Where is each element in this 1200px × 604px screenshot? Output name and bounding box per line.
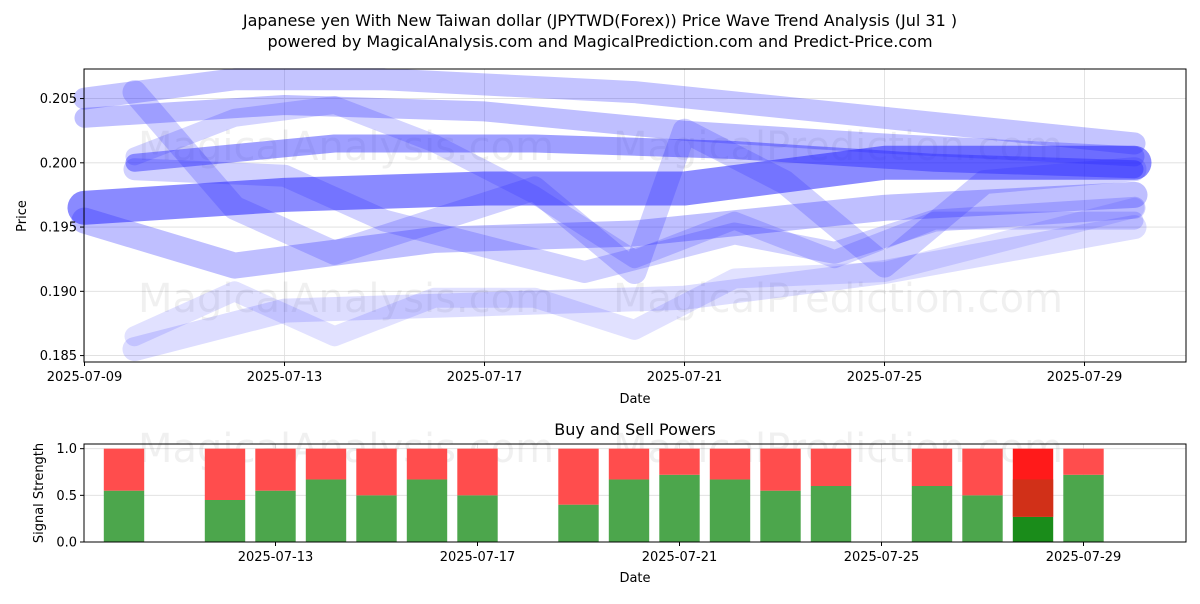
price-chart: MagicalAnalysis.com MagicalPrediction.co…	[15, 68, 1187, 407]
price-x-tick-label: 2025-07-13	[247, 370, 323, 385]
sell-bar	[659, 448, 700, 475]
chart-title: Japanese yen With New Taiwan dollar (JPY…	[242, 11, 957, 30]
chart-subtitle: powered by MagicalAnalysis.com and Magic…	[267, 32, 932, 51]
price-x-tick-label: 2025-07-25	[847, 370, 923, 385]
buy-bar	[608, 479, 650, 542]
power-x-axis-label: Date	[619, 571, 650, 586]
watermark-analysis: MagicalAnalysis.com	[138, 124, 554, 170]
price-y-tick-label: 0.190	[40, 285, 77, 300]
price-x-tick-label: 2025-07-09	[47, 370, 123, 385]
sell-bar	[406, 448, 448, 480]
price-wave-line	[125, 96, 1144, 269]
sell-bar	[911, 448, 953, 486]
sell-bar	[305, 448, 347, 480]
power-x-tick-label: 2025-07-29	[1046, 550, 1122, 565]
buy-bar	[962, 495, 1003, 542]
price-y-tick-label: 0.185	[40, 349, 77, 364]
price-x-tick-label: 2025-07-17	[447, 370, 523, 385]
power-x-tick-label: 2025-07-25	[844, 550, 920, 565]
power-y-ticks: 0.0 0.5 1.0	[56, 442, 84, 551]
price-wave-line	[122, 215, 1147, 362]
price-wave-line	[125, 134, 1144, 179]
sell-bar	[962, 448, 1003, 496]
price-wave-line	[122, 80, 1147, 284]
sell-bar	[103, 448, 145, 491]
buy-bar	[204, 500, 246, 542]
buy-bar	[305, 479, 347, 542]
power-x-ticks: 2025-07-13 2025-07-17 2025-07-21 2025-07-25…	[238, 542, 1122, 565]
sell-bar	[1063, 448, 1104, 475]
price-wave-line	[67, 145, 1152, 225]
buy-bar	[1012, 516, 1054, 542]
sell-bar	[204, 448, 246, 500]
buy-bar	[255, 490, 296, 542]
price-wave-line	[73, 68, 1146, 155]
buy-bar	[406, 479, 448, 542]
sell-bar	[255, 448, 296, 491]
buy-bar	[659, 474, 700, 542]
price-y-axis-label: Price	[15, 200, 30, 232]
price-x-ticks: 2025-07-09 2025-07-13 2025-07-17 2025-07-21…	[47, 362, 1123, 385]
sell-bar	[457, 448, 498, 496]
price-plot-frame	[83, 68, 1187, 363]
sell-bar	[760, 448, 801, 491]
buy-bar	[356, 495, 397, 542]
sell-bar	[356, 448, 397, 496]
price-x-axis-label: Date	[619, 392, 650, 407]
price-y-tick-label: 0.195	[40, 221, 77, 236]
power-y-tick-label: 0.0	[56, 536, 77, 551]
buy-bar	[810, 486, 852, 542]
price-plot-background	[84, 69, 1186, 362]
sell-bar	[558, 448, 599, 505]
buy-bar	[558, 504, 599, 542]
price-wave-line	[71, 181, 1148, 279]
power-bars	[103, 448, 1104, 542]
buy-bar	[709, 479, 751, 542]
price-y-tick-label: 0.200	[40, 156, 77, 171]
power-x-tick-label: 2025-07-13	[238, 550, 314, 565]
power-y-tick-label: 1.0	[56, 442, 77, 457]
price-x-tick-label: 2025-07-29	[1047, 370, 1123, 385]
sell-bar	[608, 448, 650, 480]
price-wave-line	[124, 197, 1145, 347]
buy-bar	[911, 486, 953, 542]
power-chart: Buy and Sell Powers MagicalAnalysis.com …	[32, 420, 1187, 586]
price-x-tick-label: 2025-07-21	[647, 370, 723, 385]
power-x-tick-label: 2025-07-17	[440, 550, 516, 565]
sell-bar	[709, 448, 751, 480]
power-y-axis-label: Signal Strength	[32, 443, 47, 543]
overlay-bar	[1012, 479, 1054, 517]
power-y-tick-label: 0.5	[56, 489, 77, 504]
sell-bar	[810, 448, 852, 486]
power-chart-title: Buy and Sell Powers	[554, 420, 716, 439]
buy-bar	[760, 490, 801, 542]
power-plot-frame	[83, 443, 1187, 543]
price-watermarks: MagicalAnalysis.com MagicalPrediction.co…	[138, 124, 1063, 322]
power-x-tick-label: 2025-07-21	[642, 550, 718, 565]
watermark-prediction: MagicalPrediction.com	[613, 276, 1063, 322]
watermark-analysis: MagicalAnalysis.com	[138, 276, 554, 322]
buy-bar	[1063, 474, 1104, 542]
price-y-tick-label: 0.205	[40, 92, 77, 107]
price-waves	[67, 68, 1152, 362]
buy-bar	[103, 490, 145, 542]
buy-bar	[457, 495, 498, 542]
price-y-ticks: 0.185 0.190 0.195 0.200 0.205	[40, 92, 84, 364]
price-wave-line	[123, 158, 1146, 283]
price-wave-line	[74, 95, 1145, 167]
